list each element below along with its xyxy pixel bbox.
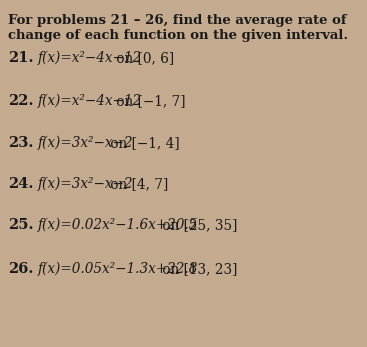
Text: on [0, 6]: on [0, 6] [112, 51, 174, 65]
Text: on [−1, 7]: on [−1, 7] [112, 94, 186, 108]
Text: on [25, 35]: on [25, 35] [158, 218, 237, 232]
Text: 21.: 21. [8, 51, 33, 65]
Text: 26.: 26. [8, 262, 33, 276]
Text: 23.: 23. [8, 136, 33, 150]
Text: change of each function on the given interval.: change of each function on the given int… [8, 29, 348, 42]
Text: on [−1, 4]: on [−1, 4] [106, 136, 180, 150]
Text: For problems 21 – 26, find the average rate of: For problems 21 – 26, find the average r… [8, 14, 346, 27]
Text: f(x)=3x²−x−2: f(x)=3x²−x−2 [38, 177, 134, 192]
Text: f(x)=3x²−x−2: f(x)=3x²−x−2 [38, 136, 134, 150]
Text: on [13, 23]: on [13, 23] [158, 262, 237, 276]
Text: 22.: 22. [8, 94, 33, 108]
Text: on [4, 7]: on [4, 7] [106, 177, 169, 191]
Text: f(x)=x²−4x−12: f(x)=x²−4x−12 [38, 94, 142, 108]
Text: f(x)=0.05x²−1.3x+22.8: f(x)=0.05x²−1.3x+22.8 [38, 262, 199, 277]
Text: 25.: 25. [8, 218, 33, 232]
Text: f(x)=0.02x²−1.6x+20.5: f(x)=0.02x²−1.6x+20.5 [38, 218, 199, 232]
Text: 24.: 24. [8, 177, 33, 191]
Text: f(x)=x²−4x−12: f(x)=x²−4x−12 [38, 51, 142, 65]
